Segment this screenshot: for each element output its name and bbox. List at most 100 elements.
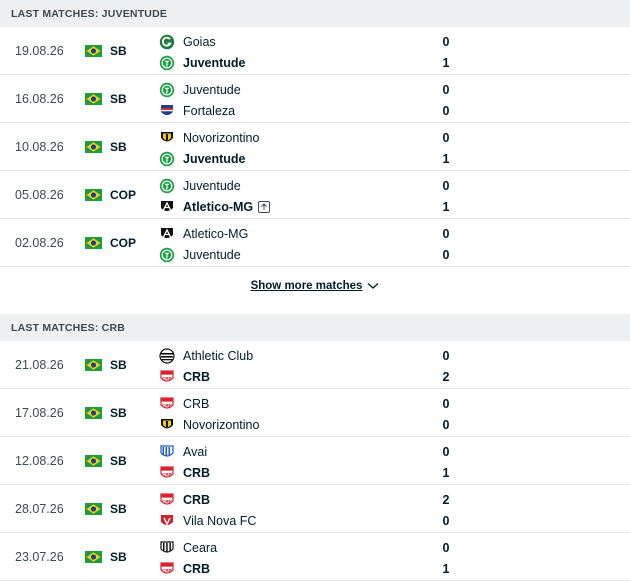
juventude-logo xyxy=(159,247,175,263)
match-row[interactable]: 17.08.26 SB CRB CRB Novorizontino 0 0 xyxy=(0,389,630,437)
team-name: CRB xyxy=(183,492,211,507)
team-name: CRB xyxy=(183,369,211,384)
juventude-logo xyxy=(159,82,175,98)
team-name: CRB xyxy=(183,465,211,480)
team-home: Juventude xyxy=(159,79,419,100)
juventude-logo xyxy=(159,178,175,194)
avai-logo xyxy=(159,444,175,460)
home-score: 0 xyxy=(442,540,450,555)
novorizontino-logo xyxy=(159,417,175,433)
juventude-logo xyxy=(159,55,175,71)
team-name: Novorizontino xyxy=(183,130,260,145)
match-row[interactable]: 12.08.26 SB Avai CRB CRB 0 1 xyxy=(0,437,630,485)
match-date: 02.08.26 xyxy=(15,235,64,250)
crb-logo: CRB xyxy=(159,561,175,577)
team-home: Goias xyxy=(159,31,419,52)
team-away: Juventude xyxy=(159,244,419,265)
away-score: 1 xyxy=(442,55,450,70)
brazil-flag-icon xyxy=(85,550,102,563)
match-date: 12.08.26 xyxy=(15,453,64,468)
away-score: 1 xyxy=(442,561,450,576)
advance-arrow-icon xyxy=(258,200,271,213)
team-away: Novorizontino xyxy=(159,414,419,435)
match-date: 21.08.26 xyxy=(15,357,64,372)
competition-label: COP xyxy=(110,235,137,250)
match-date: 05.08.26 xyxy=(15,187,64,202)
team-home: CRB CRB xyxy=(159,393,419,414)
team-name: CRB xyxy=(183,396,210,411)
team-away: CRB CRB xyxy=(159,366,419,387)
match-row[interactable]: 28.07.26 SB CRB CRB Vila Nova FC 2 0 xyxy=(0,485,630,533)
match-row[interactable]: 02.08.26 COP Atletico-MG Juventude 0 0 xyxy=(0,219,630,267)
home-score: 0 xyxy=(442,226,450,241)
svg-text:CRB: CRB xyxy=(162,376,173,381)
home-score: 0 xyxy=(442,444,450,459)
brazil-flag-icon xyxy=(85,44,102,57)
fortaleza-logo xyxy=(159,103,175,119)
team-name: Atletico-MG xyxy=(183,226,249,241)
brazil-flag-icon xyxy=(85,92,102,105)
team-home: CRB CRB xyxy=(159,489,419,510)
home-score: 0 xyxy=(442,348,450,363)
section-header-crb: LAST MATCHES: CRB xyxy=(0,314,630,341)
away-score: 1 xyxy=(442,199,450,214)
ceara-logo xyxy=(159,540,175,556)
home-score: 0 xyxy=(442,82,450,97)
brazil-flag-icon xyxy=(85,454,102,467)
team-away: Juventude xyxy=(159,148,419,169)
brazil-flag-icon xyxy=(85,406,102,419)
match-row[interactable]: 23.07.26 SB Ceara CRB CRB 0 1 xyxy=(0,533,630,581)
teams: Goias Juventude xyxy=(159,31,419,73)
team-home: Avai xyxy=(159,441,419,462)
svg-text:CRB: CRB xyxy=(162,403,173,408)
team-away: Juventude xyxy=(159,52,419,73)
team-home: Juventude xyxy=(159,175,419,196)
competition-label: SB xyxy=(110,357,127,372)
brazil-flag-icon xyxy=(85,502,102,515)
match-row[interactable]: 19.08.26 SB Goias Juventude 0 1 xyxy=(0,27,630,75)
team-name: Juventude xyxy=(183,82,241,97)
away-score: 2 xyxy=(442,369,450,384)
home-score: 0 xyxy=(442,130,450,145)
away-score: 0 xyxy=(442,247,450,262)
goias-logo xyxy=(159,34,175,50)
crb-logo: CRB xyxy=(159,369,175,385)
teams: CRB CRB Vila Nova FC xyxy=(159,489,419,531)
brazil-flag-icon xyxy=(85,236,102,249)
svg-text:CRB: CRB xyxy=(162,472,173,477)
vila-nova-logo xyxy=(159,513,175,529)
match-row[interactable]: 16.08.26 SB Juventude Fortaleza 0 0 xyxy=(0,75,630,123)
teams: CRB CRB Novorizontino xyxy=(159,393,419,435)
crb-logo: CRB xyxy=(159,396,175,412)
team-away: CRB CRB xyxy=(159,462,419,483)
competition-label: SB xyxy=(110,501,127,516)
match-date: 23.07.26 xyxy=(15,549,64,564)
away-score: 1 xyxy=(442,465,450,480)
competition-label: SB xyxy=(110,91,127,106)
match-date: 28.07.26 xyxy=(15,501,64,516)
teams: Athletic Club CRB CRB xyxy=(159,345,419,387)
crb-logo: CRB xyxy=(159,492,175,508)
match-row[interactable]: 05.08.26 COP Juventude Atletico-MG 0 1 xyxy=(0,171,630,219)
match-row[interactable]: 21.08.26 SB Athletic Club CRB CRB 0 2 xyxy=(0,341,630,389)
team-name: Goias xyxy=(183,34,216,49)
team-home: Ceara xyxy=(159,537,419,558)
match-list-juventude: 19.08.26 SB Goias Juventude 0 1 16.08.26 SB Juve… xyxy=(0,27,630,267)
home-score: 0 xyxy=(442,178,450,193)
match-date: 17.08.26 xyxy=(15,405,64,420)
match-row[interactable]: 10.08.26 SB Novorizontino Juventude 0 1 xyxy=(0,123,630,171)
competition-label: SB xyxy=(110,549,127,564)
teams: Ceara CRB CRB xyxy=(159,537,419,579)
competition-label: SB xyxy=(110,405,127,420)
show-more-button[interactable]: Show more matches xyxy=(251,280,380,292)
team-name: Ceara xyxy=(183,540,218,555)
